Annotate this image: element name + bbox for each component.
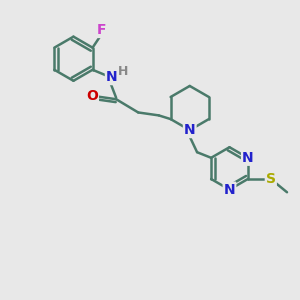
Text: H: H — [117, 65, 128, 78]
Text: N: N — [184, 123, 196, 137]
Text: S: S — [266, 172, 276, 186]
Text: O: O — [86, 89, 98, 103]
Text: N: N — [106, 70, 118, 84]
Text: N: N — [224, 183, 235, 196]
Text: N: N — [242, 151, 254, 165]
Text: F: F — [97, 23, 106, 37]
